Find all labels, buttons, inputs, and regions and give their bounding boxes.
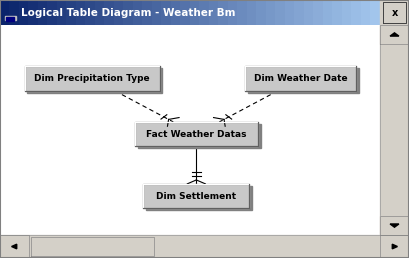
Bar: [313, 0, 324, 25]
Polygon shape: [390, 224, 399, 227]
Bar: [256, 0, 266, 25]
Text: x: x: [391, 7, 398, 18]
Bar: [171, 0, 181, 25]
Bar: [25, 67, 160, 91]
Bar: [9, 0, 19, 25]
Bar: [190, 0, 200, 25]
Bar: [238, 0, 247, 25]
Bar: [333, 0, 342, 25]
Text: Dim Precipitation Type: Dim Precipitation Type: [34, 74, 150, 83]
Bar: [5, 16, 16, 20]
Bar: [0, 235, 409, 258]
Bar: [85, 0, 95, 25]
Bar: [0, 25, 380, 235]
Bar: [361, 0, 371, 25]
Bar: [47, 0, 57, 25]
Bar: [209, 0, 219, 25]
Bar: [143, 184, 249, 208]
Bar: [133, 0, 143, 25]
Text: Dim Weather Date: Dim Weather Date: [254, 74, 347, 83]
Bar: [342, 0, 352, 25]
Bar: [380, 25, 409, 235]
Bar: [25, 67, 160, 91]
Bar: [0, 235, 409, 258]
Bar: [135, 122, 258, 147]
Bar: [228, 0, 238, 25]
Bar: [245, 67, 356, 91]
Bar: [248, 68, 359, 93]
Bar: [380, 216, 409, 235]
Bar: [95, 0, 105, 25]
Polygon shape: [11, 244, 17, 249]
Bar: [76, 0, 86, 25]
Bar: [6, 17, 14, 21]
Text: Logical Table Diagram - Weather Bm: Logical Table Diagram - Weather Bm: [21, 7, 236, 18]
Bar: [135, 122, 258, 147]
Bar: [31, 237, 154, 256]
Polygon shape: [392, 244, 398, 249]
Bar: [245, 67, 356, 91]
Bar: [180, 0, 190, 25]
Bar: [285, 0, 295, 25]
Bar: [0, 0, 10, 25]
Bar: [371, 0, 380, 25]
Bar: [323, 0, 333, 25]
Text: Fact Weather Datas: Fact Weather Datas: [146, 130, 247, 139]
Bar: [114, 0, 124, 25]
Bar: [380, 25, 409, 44]
Bar: [57, 0, 67, 25]
Bar: [38, 0, 48, 25]
Bar: [67, 0, 76, 25]
Bar: [304, 0, 314, 25]
Bar: [380, 25, 409, 235]
Bar: [266, 0, 276, 25]
Bar: [380, 0, 409, 25]
Bar: [124, 0, 133, 25]
Bar: [104, 0, 115, 25]
Bar: [138, 124, 261, 148]
Bar: [200, 0, 209, 25]
Bar: [29, 0, 38, 25]
Bar: [294, 0, 304, 25]
Bar: [152, 0, 162, 25]
Bar: [247, 0, 257, 25]
Bar: [351, 0, 362, 25]
Bar: [383, 2, 406, 23]
Bar: [276, 0, 285, 25]
Bar: [19, 0, 29, 25]
Polygon shape: [390, 33, 399, 36]
Bar: [142, 0, 153, 25]
Bar: [162, 0, 171, 25]
Bar: [218, 0, 228, 25]
Bar: [146, 186, 252, 210]
Text: Dim Settlement: Dim Settlement: [156, 192, 236, 200]
Bar: [143, 184, 249, 208]
Bar: [27, 68, 162, 93]
